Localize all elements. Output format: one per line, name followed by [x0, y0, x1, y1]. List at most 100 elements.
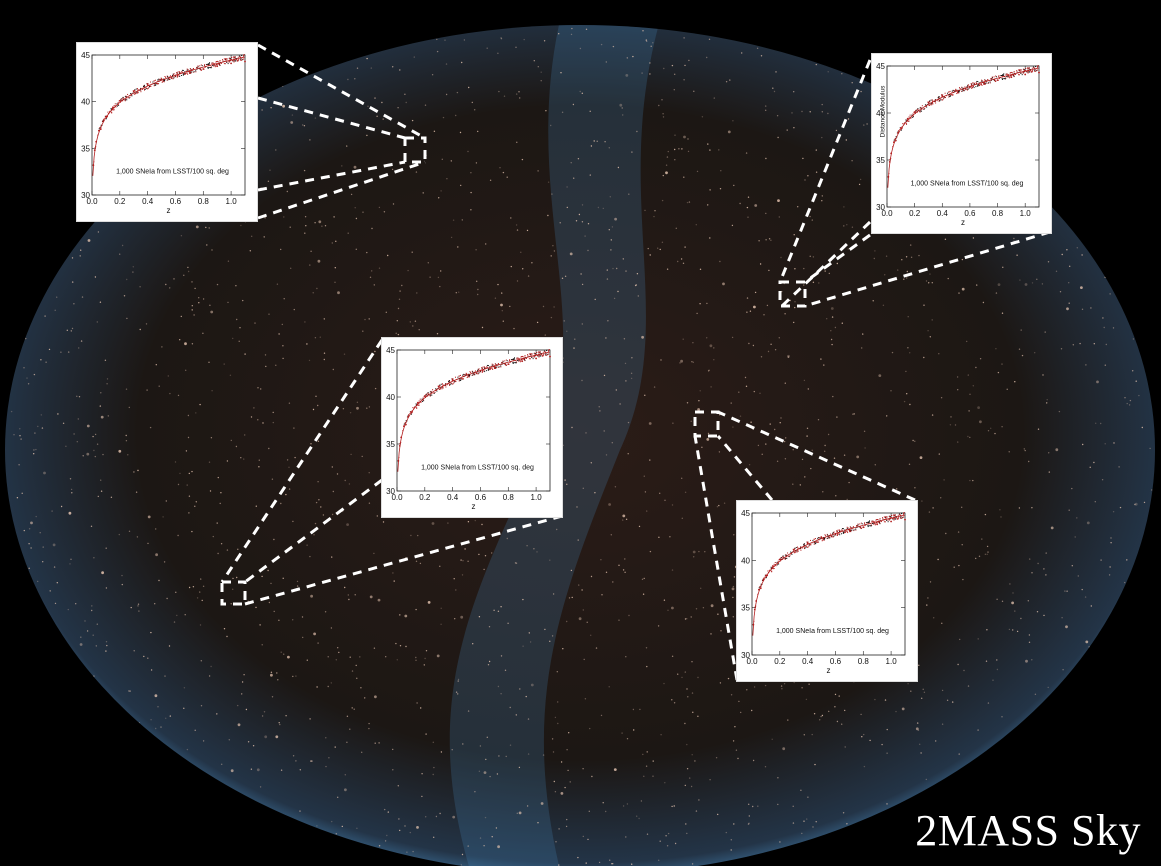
inset-chart-4: 0.0 0.2 0.4 0.6 0.8 1.0 30 35 40 45 z 1,000 SNeIa f…	[737, 501, 917, 681]
sn-point	[168, 79, 170, 81]
sn-point	[906, 123, 908, 125]
sn-point	[889, 515, 891, 517]
sn-point	[991, 77, 993, 79]
data-point	[451, 379, 454, 381]
data-point	[521, 360, 524, 363]
sn-point	[776, 564, 778, 566]
sn-point	[236, 60, 238, 62]
sn-point	[208, 67, 210, 69]
sn-point	[782, 556, 784, 558]
y-tick-label: 40	[876, 109, 885, 118]
x-tick-label: 1.0	[531, 493, 543, 502]
sn-point	[140, 89, 142, 91]
sn-point	[956, 92, 958, 94]
sn-point	[1009, 76, 1011, 78]
sn-point	[823, 539, 825, 541]
sn-point	[143, 85, 145, 87]
sn-point	[892, 514, 894, 516]
sn-point	[816, 541, 818, 543]
sn-point	[212, 64, 214, 66]
sn-point	[873, 522, 875, 524]
sn-point	[919, 110, 921, 112]
sn-point	[857, 524, 859, 526]
sn-point	[905, 119, 907, 121]
plot-frame	[396, 349, 551, 492]
sn-point	[547, 353, 549, 355]
sn-point	[213, 65, 215, 67]
sn-point	[453, 381, 455, 383]
sn-point	[438, 388, 440, 390]
sn-point	[172, 78, 174, 80]
plot-frame	[91, 54, 246, 196]
sn-point	[867, 521, 869, 523]
sn-point	[218, 63, 220, 65]
sn-point	[1036, 69, 1038, 71]
sample-annotation: 1,000 SNeIa from LSST/100 sq. deg	[776, 628, 889, 635]
sn-point	[478, 372, 480, 374]
sn-point	[477, 373, 479, 375]
sn-point	[822, 536, 824, 538]
sn-point	[195, 70, 197, 72]
sn-point	[803, 543, 805, 545]
sn-point	[942, 99, 944, 101]
hubble-diagram-1: 0.0 0.2 0.4 0.6 0.8 1.0 30 35 40 45 z 1,000 SNeIa f…	[81, 51, 246, 215]
sn-point	[872, 520, 874, 522]
sn-point	[458, 375, 460, 377]
sn-point	[537, 355, 539, 357]
y-tick-label: 40	[81, 98, 90, 107]
y-tick-label: 35	[386, 440, 395, 449]
sn-point	[500, 366, 502, 368]
sn-point	[894, 518, 896, 520]
sn-point	[517, 359, 519, 361]
sn-point	[833, 531, 835, 533]
sn-point	[832, 535, 834, 537]
sn-point	[843, 531, 845, 533]
sn-point	[460, 374, 461, 376]
sn-point	[468, 376, 470, 378]
sn-point	[908, 116, 910, 118]
sn-point	[929, 104, 931, 106]
sn-point	[504, 364, 506, 366]
sn-point	[763, 577, 765, 579]
sn-point	[818, 537, 820, 539]
data-point	[778, 558, 781, 561]
sn-point	[941, 94, 943, 96]
data-point	[771, 565, 774, 567]
sn-point	[509, 359, 511, 361]
sn-point	[498, 366, 500, 368]
sn-point	[796, 550, 798, 552]
sn-point	[835, 534, 837, 536]
sn-point	[895, 136, 897, 138]
sn-point	[951, 94, 953, 96]
sn-point	[828, 537, 830, 539]
sn-point	[934, 99, 936, 101]
map-title: 2MASS Sky	[915, 806, 1141, 855]
sn-point	[859, 526, 861, 528]
sn-point	[885, 516, 887, 518]
sn-point	[1001, 78, 1003, 80]
sn-point	[899, 514, 901, 516]
sn-point	[832, 532, 834, 534]
sn-point	[1020, 70, 1022, 72]
sn-point	[824, 538, 826, 540]
sn-point	[210, 67, 212, 69]
sn-point	[924, 107, 926, 109]
sn-point	[1007, 73, 1009, 75]
sn-point	[219, 60, 221, 62]
sn-point	[475, 372, 477, 374]
sn-point	[912, 115, 914, 117]
sn-point	[170, 77, 172, 79]
sn-point	[832, 531, 834, 533]
sn-point	[107, 111, 109, 113]
sn-point	[190, 72, 192, 74]
sn-point	[455, 381, 457, 383]
sn-point	[1007, 75, 1009, 77]
sn-point	[516, 361, 518, 363]
sn-point	[113, 105, 115, 107]
sn-point	[1037, 65, 1039, 67]
sn-point	[833, 535, 835, 537]
sn-point	[167, 76, 169, 78]
callout-line	[220, 339, 384, 583]
sn-point	[501, 361, 503, 363]
plot-frame	[751, 512, 906, 656]
